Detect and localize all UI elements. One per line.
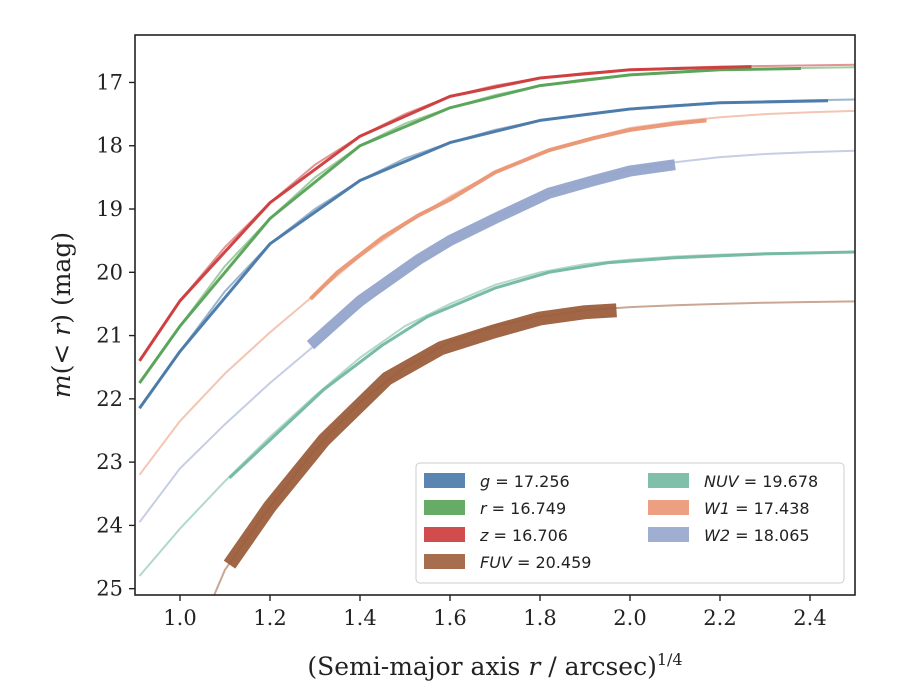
x-tick-label: 1.6 [433,606,466,630]
legend: g = 17.256 r = 16.749 z = 16.706 FUV = 20.4… [415,462,845,584]
legend-swatch-w1 [648,500,689,515]
y-axis-title-m: m [47,374,76,398]
legend-swatch-r [424,500,465,515]
x-tick-label: 1.4 [343,606,376,630]
observed-profile-nuv [228,250,855,479]
legend-label-r: r = 16.749 [480,499,566,518]
legend-label-w2: W2 = 18.065 [704,526,810,545]
x-tick-label: 1.8 [523,606,556,630]
x-axis-title-exponent: 1/4 [657,650,683,669]
legend-swatch-fuv [424,554,465,569]
y-tick-label: 25 [96,577,123,601]
x-axis-title: (Semi-major axis r / arcsec)1/4 [307,650,682,681]
observed-profile-w1 [309,118,707,301]
x-tick-label: 2.2 [703,606,736,630]
y-tick-label: 20 [96,260,123,284]
x-axis-ticks: 1.0 1.2 1.4 1.6 1.8 2.0 2.2 2.4 [163,595,827,630]
observed-profile-w2 [306,159,676,350]
observed-profile-fuv [223,303,617,569]
x-tick-label: 1.0 [163,606,196,630]
y-tick-label: 18 [96,134,123,158]
legend-label-fuv: FUV = 20.459 [480,553,591,572]
y-axis-title-rest: ) (mag) [47,232,76,324]
legend-swatch-w2 [648,527,689,542]
y-axis-title-open: (< [47,336,76,375]
observed-profile-r [138,67,802,384]
x-tick-label: 1.2 [253,606,286,630]
observed-profile-g [138,99,829,410]
legend-swatch-g [424,473,465,488]
legend-label-z: z = 16.706 [479,526,568,545]
y-tick-label: 24 [96,513,123,537]
y-tick-label: 19 [96,197,123,221]
legend-box [415,462,845,584]
x-axis-title-unit: / arcsec) [540,652,657,681]
x-axis-title-var: r [528,652,542,681]
plot-frame [134,34,856,596]
legend-label-w1: W1 = 17.438 [704,499,810,518]
legend-label-g: g = 17.256 [480,472,570,491]
y-axis-title-r: r [47,322,76,336]
y-tick-label: 23 [96,450,123,474]
legend-swatch-nuv [648,473,689,488]
legend-swatch-z [424,527,465,542]
x-tick-label: 2.0 [613,606,646,630]
y-tick-label: 22 [96,387,123,411]
legend-label-nuv: NUV = 19.678 [704,472,818,491]
x-tick-label: 2.4 [793,606,826,630]
y-tick-label: 17 [96,70,123,94]
series-layer [138,63,855,595]
y-axis-ticks: 17 18 19 20 21 22 23 24 25 [96,70,135,601]
x-axis-title-text: (Semi-major axis [307,652,528,681]
y-axis-title: m(< r) (mag) [47,232,76,398]
observed-profile-z [138,65,752,362]
y-tick-label: 21 [96,324,123,348]
